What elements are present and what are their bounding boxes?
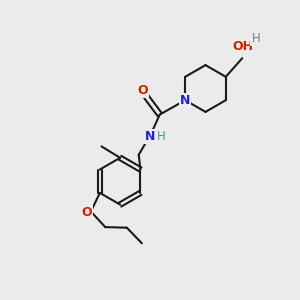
Text: H: H [157, 130, 165, 143]
Text: N: N [180, 94, 190, 107]
Text: H: H [251, 32, 260, 45]
Text: OH: OH [232, 40, 254, 53]
Text: N: N [145, 130, 155, 143]
Text: O: O [81, 206, 92, 219]
Text: O: O [137, 83, 148, 97]
